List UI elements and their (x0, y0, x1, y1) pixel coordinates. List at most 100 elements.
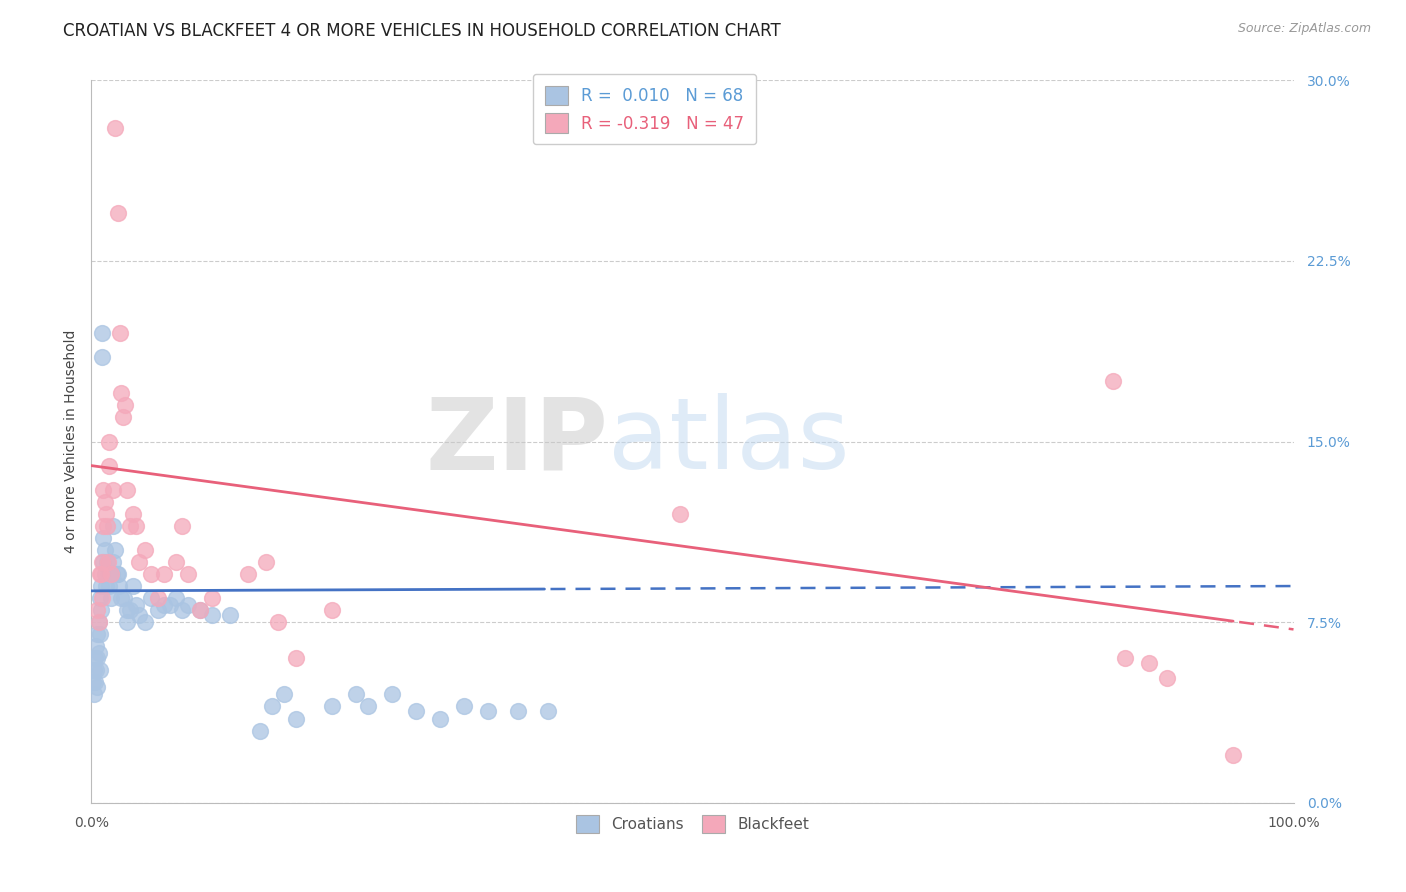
Point (89, 664, 111, 678)
Point (170, 603, 193, 617)
Point (170, 518, 193, 533)
Point (118, 603, 141, 617)
Point (101, 567, 124, 582)
Point (118, 518, 141, 533)
Point (91, 555, 114, 569)
Point (82, 675, 104, 690)
Point (89, 627, 111, 641)
Point (508, 704, 530, 718)
Point (122, 579, 145, 593)
Point (381, 687, 404, 701)
Point (537, 704, 560, 718)
Point (117, 603, 139, 617)
Point (107, 205, 129, 219)
Point (110, 326, 132, 340)
Point (201, 607, 224, 622)
Text: ZIP: ZIP (426, 393, 609, 490)
Point (98, 434, 121, 449)
Point (188, 603, 211, 617)
Point (96, 555, 118, 569)
Text: CROATIAN VS BLACKFEET 4 OR MORE VEHICLES IN HOUSEHOLD CORRELATION CHART: CROATIAN VS BLACKFEET 4 OR MORE VEHICLES… (63, 22, 780, 40)
Point (165, 591, 187, 605)
Point (134, 542, 156, 557)
Point (96, 518, 118, 533)
Point (83, 664, 105, 678)
Point (104, 542, 127, 557)
Point (93, 531, 115, 545)
Point (112, 591, 135, 605)
Point (344, 687, 367, 701)
Point (111, 410, 134, 425)
Point (91, 591, 114, 605)
Point (86, 651, 108, 665)
Point (101, 555, 124, 569)
Legend: Croatians, Blackfeet: Croatians, Blackfeet (567, 806, 818, 842)
Point (83, 687, 105, 701)
Point (104, 121, 127, 136)
Point (254, 555, 277, 569)
Point (125, 518, 148, 533)
Point (107, 567, 129, 582)
Text: atlas: atlas (609, 393, 851, 490)
Point (125, 599, 148, 613)
Point (97, 567, 120, 582)
Point (84, 639, 107, 653)
Point (94, 507, 117, 521)
Point (122, 507, 145, 521)
Point (357, 699, 380, 714)
Point (90, 603, 112, 617)
Point (218, 607, 240, 622)
Point (321, 699, 343, 714)
Point (260, 699, 283, 714)
Point (1222, 747, 1244, 762)
Point (84, 675, 107, 690)
Point (117, 615, 139, 630)
Point (284, 651, 307, 665)
Point (146, 603, 169, 617)
Point (273, 687, 295, 701)
Y-axis label: 4 or more Vehicles in Household: 4 or more Vehicles in Household (63, 330, 77, 553)
Point (91, 350, 114, 364)
Point (93, 483, 115, 497)
Point (84, 664, 107, 678)
Point (110, 591, 132, 605)
Point (1156, 671, 1178, 685)
Point (236, 567, 259, 582)
Point (100, 591, 122, 605)
Point (1114, 651, 1136, 665)
Point (98, 458, 121, 473)
Point (249, 723, 271, 738)
Point (159, 599, 181, 613)
Point (201, 591, 224, 605)
Point (86, 627, 108, 641)
Point (1137, 656, 1160, 670)
Point (89, 591, 111, 605)
Point (105, 567, 128, 582)
Point (284, 712, 307, 726)
Point (405, 704, 427, 718)
Point (128, 607, 150, 622)
Point (84, 651, 107, 665)
Point (477, 704, 499, 718)
Point (98, 579, 121, 593)
Point (90, 579, 112, 593)
Point (321, 603, 343, 617)
Point (176, 599, 198, 613)
Point (267, 615, 290, 630)
Point (93, 518, 115, 533)
Text: Source: ZipAtlas.com: Source: ZipAtlas.com (1237, 22, 1371, 36)
Point (89, 567, 111, 582)
Point (94, 579, 117, 593)
Point (93, 567, 115, 582)
Point (188, 603, 211, 617)
Point (152, 599, 174, 613)
Point (93, 555, 115, 569)
Point (93, 542, 115, 557)
Point (110, 386, 132, 401)
Point (117, 483, 139, 497)
Point (101, 518, 124, 533)
Point (141, 567, 163, 582)
Point (165, 555, 187, 569)
Point (429, 712, 451, 726)
Point (141, 591, 163, 605)
